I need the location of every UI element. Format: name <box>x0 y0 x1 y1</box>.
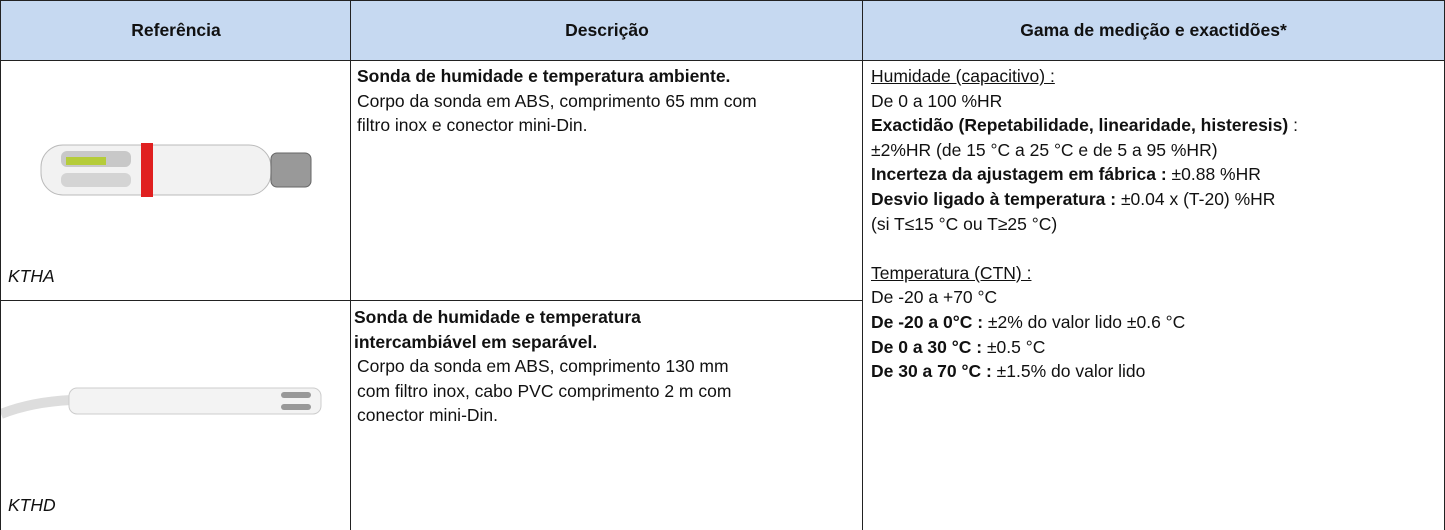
range-label: Incerteza da ajustagem em fábrica : <box>871 164 1167 185</box>
spacer <box>871 236 1436 261</box>
probe-image <box>1 387 322 419</box>
description-title-text: Sonda de humidade e temperatura ambiente… <box>357 66 731 86</box>
range-text: ±2% do valor lido ±0.6 °C <box>983 311 1186 332</box>
ranges-cell: Humidade (capacitivo) : De 0 a 100 %HR Exa… <box>862 60 1445 530</box>
header-text: Gama de medição e exactidões* <box>1020 20 1287 40</box>
description-cell: Sonda de humidade e temperatura intercam… <box>350 300 863 530</box>
range-text: ±1.5% do valor lido <box>991 361 1146 382</box>
range-text: De 0 a 100 %HR <box>871 90 1003 111</box>
description-title: Sonda de humidade e temperatura ambiente… <box>357 64 857 89</box>
range-text: ±0.88 %HR <box>1166 164 1261 185</box>
range-text: ±0.04 x (T-20) %HR <box>1116 188 1276 209</box>
description-title: Sonda de humidade e temperatura <box>354 305 860 330</box>
range-line: De 30 a 70 °C : ±1.5% do valor lido <box>871 359 1436 384</box>
range-text: De -20 a +70 °C <box>871 287 998 308</box>
description-line: Corpo da sonda em ABS, comprimento 65 mm… <box>357 90 757 111</box>
range-line: De 0 a 30 °C : ±0.5 °C <box>871 335 1436 360</box>
range-heading: Humidade (capacitivo) : <box>871 66 1055 86</box>
header-cell: Referência <box>0 0 351 61</box>
range-line: De 0 a 100 %HR <box>871 89 1436 114</box>
header-text: Descrição <box>565 20 649 40</box>
description-title: intercambiável em separável. <box>354 330 860 355</box>
range-line: De -20 a 0°C : ±2% do valor lido ±0.6 °C <box>871 310 1436 335</box>
range-label: De 30 a 70 °C : <box>871 361 992 382</box>
range-text: (si T≤15 °C ou T≥25 °C) <box>871 213 1058 234</box>
description-cell: Sonda de humidade e temperatura ambiente… <box>350 60 863 301</box>
range-text: : <box>1288 115 1298 136</box>
range-heading: Temperatura (CTN) : <box>871 262 1032 283</box>
probe-image <box>40 143 312 197</box>
range-line: Desvio ligado à temperatura : ±0.04 x (T… <box>871 187 1436 212</box>
range-line: ±2%HR (de 15 °C a 25 °C e de 5 a 95 %HR) <box>871 138 1436 163</box>
description-title-text: intercambiável em separável. <box>354 331 598 352</box>
reference-cell: KTHD <box>0 300 351 530</box>
range-line: De -20 a +70 °C <box>871 285 1436 310</box>
header-cell: Descrição <box>350 0 863 61</box>
range-label: De 0 a 30 °C : <box>871 336 983 357</box>
header-text: Referência <box>131 20 221 40</box>
description-line: filtro inox e conector mini-Din. <box>357 115 588 136</box>
range-label: De -20 a 0°C : <box>871 311 984 332</box>
description-title-text: Sonda de humidade e temperatura <box>354 307 641 327</box>
reference-code: KTHD <box>8 495 56 515</box>
range-line: Exactidão (Repetabilidade, linearidade, … <box>871 113 1436 138</box>
description-line: com filtro inox, cabo PVC comprimento 2 … <box>357 380 732 401</box>
description-line: Corpo da sonda em ABS, comprimento 130 m… <box>357 356 729 377</box>
reference-code: KTHA <box>8 266 55 286</box>
range-label: Exactidão (Repetabilidade, linearidade, … <box>871 115 1289 136</box>
range-line: (si T≤15 °C ou T≥25 °C) <box>871 212 1436 237</box>
header-cell: Gama de medição e exactidões* <box>862 0 1445 61</box>
range-line: Incerteza da ajustagem em fábrica : ±0.8… <box>871 162 1436 187</box>
range-text: ±0.5 °C <box>982 336 1046 357</box>
description-line: conector mini-Din. <box>357 405 499 426</box>
reference-cell: KTHA <box>0 60 351 301</box>
range-label: Desvio ligado à temperatura : <box>871 188 1117 209</box>
range-text: ±2%HR (de 15 °C a 25 °C e de 5 a 95 %HR) <box>871 139 1218 160</box>
